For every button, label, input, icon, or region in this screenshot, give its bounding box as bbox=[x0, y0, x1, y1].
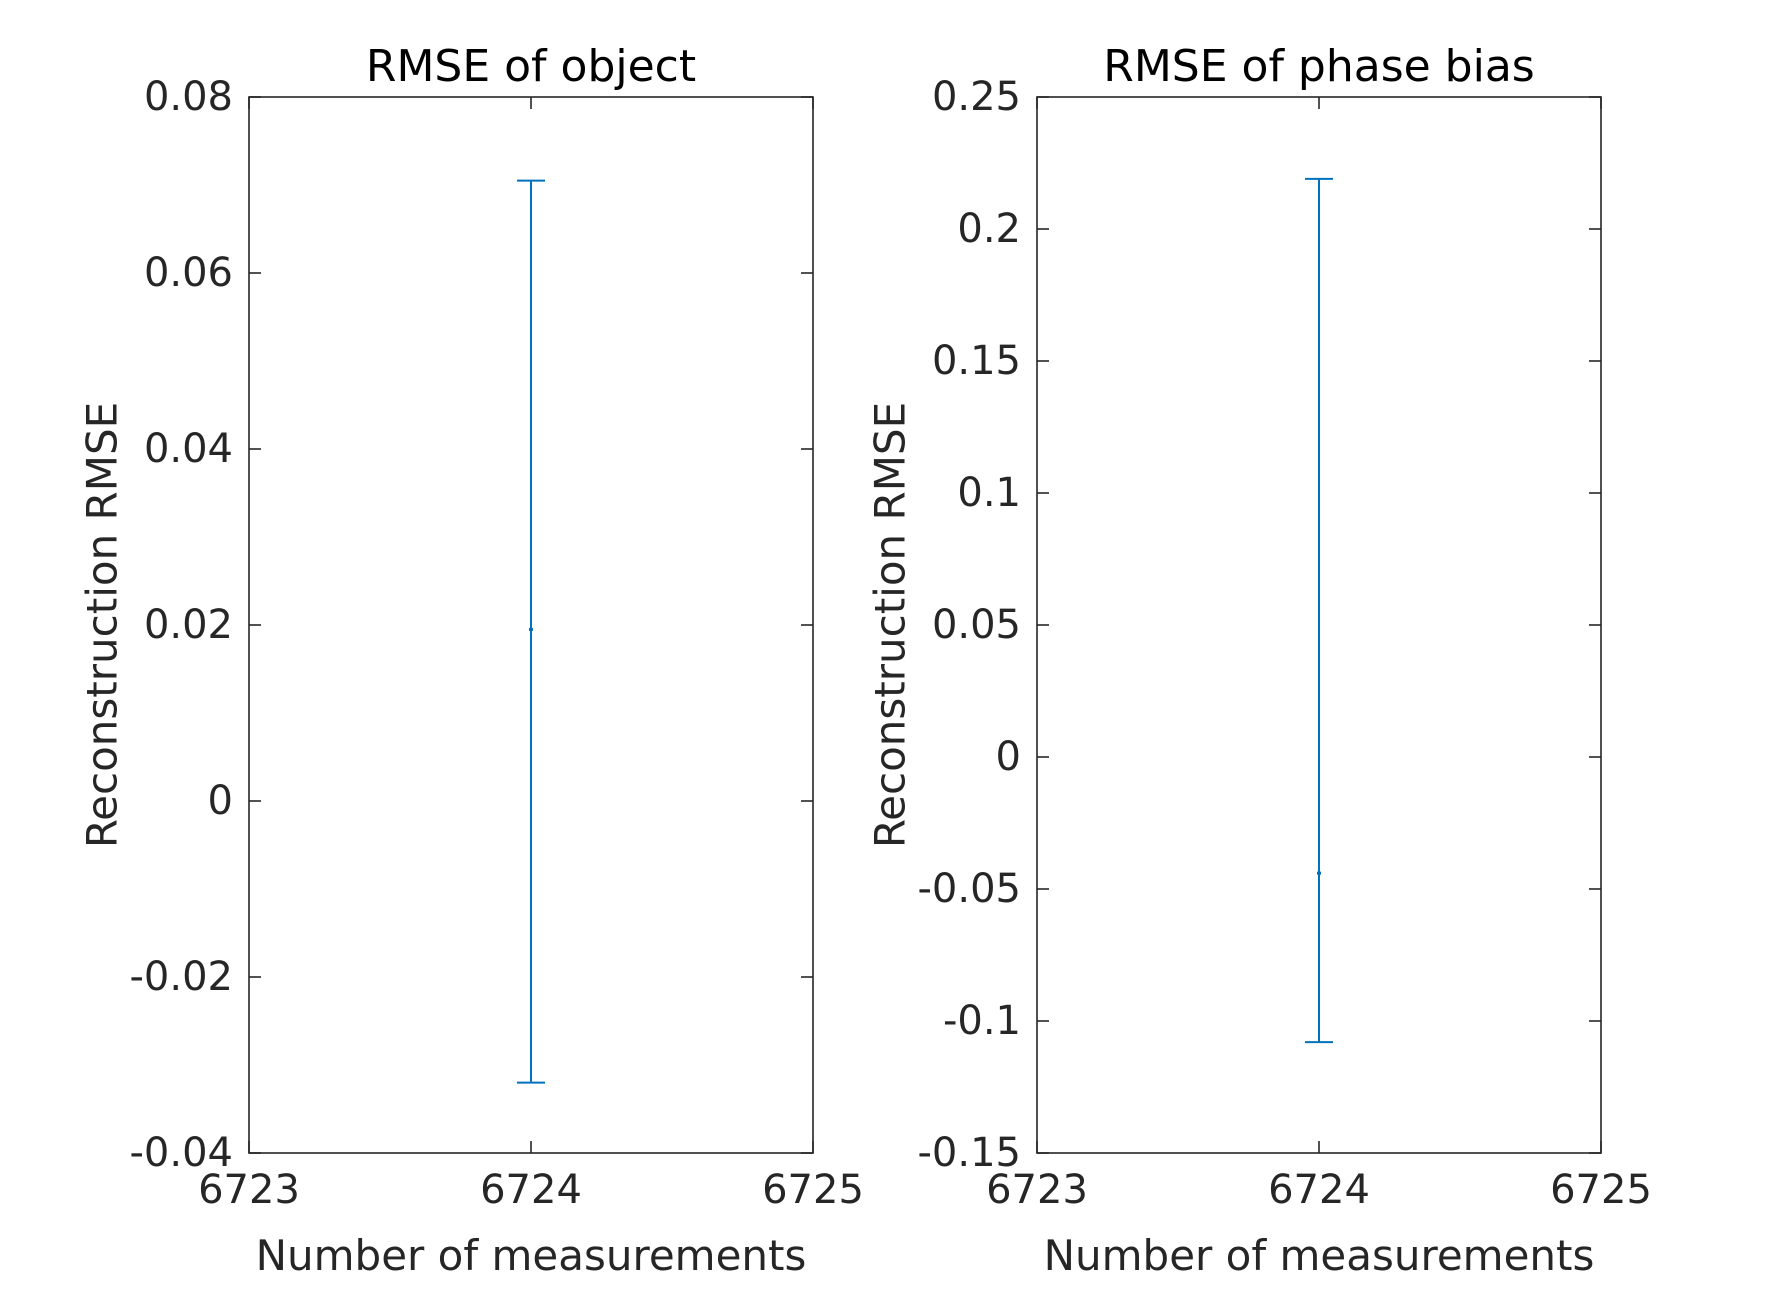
y-tick-label: 0.05 bbox=[932, 602, 1021, 648]
panel-rmse-phase-bias: -0.15 -0.1 -0.05 0 0.05 0.1 0.15 0.2 0.25 6723 672… bbox=[866, 41, 1652, 1280]
panel-rmse-object: -0.04 -0.02 0 0.02 0.04 0.06 0.08 6723 6724 6725 R… bbox=[78, 41, 864, 1280]
x-tick-label: 6724 bbox=[480, 1167, 582, 1213]
y-tick-label: -0.02 bbox=[130, 954, 234, 1000]
y-tick-label: 0.15 bbox=[932, 338, 1021, 384]
y-tick-label: 0 bbox=[208, 778, 233, 824]
y-tick-label: -0.04 bbox=[130, 1130, 234, 1176]
y-tick-label: 0 bbox=[996, 734, 1021, 780]
x-tick-label: 6724 bbox=[1268, 1167, 1370, 1213]
x-tick-label: 6723 bbox=[198, 1167, 300, 1213]
plot-title: RMSE of phase bias bbox=[1103, 41, 1534, 92]
y-tick-label: 0.04 bbox=[144, 426, 233, 472]
x-tick-label: 6723 bbox=[986, 1167, 1088, 1213]
plot-title: RMSE of object bbox=[366, 41, 696, 92]
y-axis-label: Reconstruction RMSE bbox=[866, 402, 915, 848]
y-tick-label: -0.05 bbox=[918, 866, 1022, 912]
x-axis-label: Number of measurements bbox=[256, 1231, 807, 1280]
x-axis-label: Number of measurements bbox=[1044, 1231, 1595, 1280]
y-tick-label: 0.02 bbox=[144, 602, 233, 648]
y-tick-label: -0.1 bbox=[943, 998, 1021, 1044]
y-axis-label: Reconstruction RMSE bbox=[78, 402, 127, 848]
y-tick-label: 0.1 bbox=[957, 470, 1021, 516]
y-tick-label: 0.2 bbox=[957, 206, 1021, 252]
x-tick-label: 6725 bbox=[762, 1167, 864, 1213]
y-tick-label: -0.15 bbox=[918, 1130, 1022, 1176]
y-tick-label: 0.08 bbox=[144, 74, 233, 120]
x-tick-label: 6725 bbox=[1550, 1167, 1652, 1213]
y-tick-label: 0.25 bbox=[932, 74, 1021, 120]
y-tick-label: 0.06 bbox=[144, 250, 233, 296]
